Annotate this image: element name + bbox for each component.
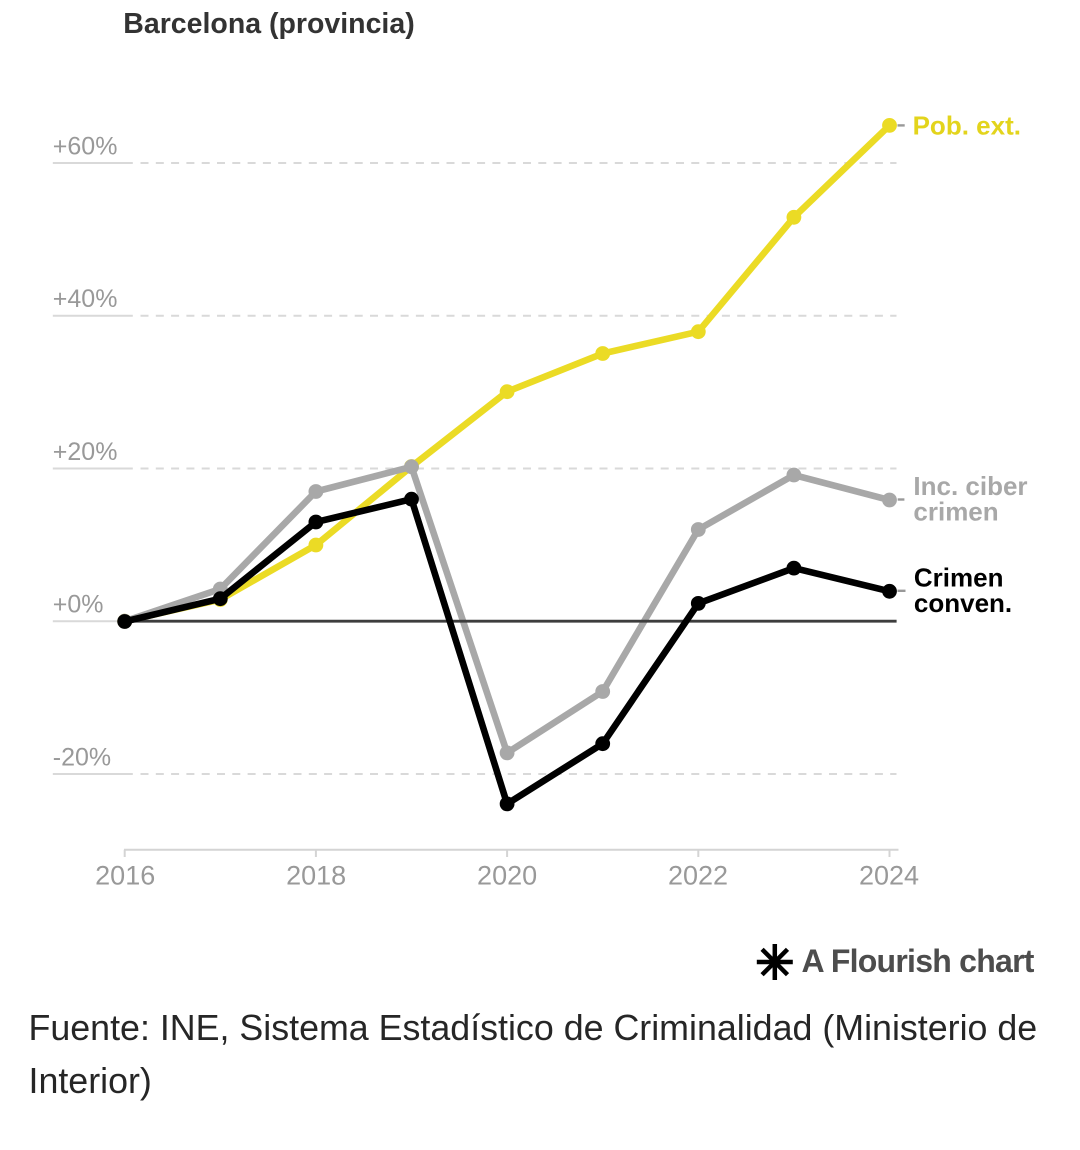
svg-text:Interior): Interior)	[29, 1061, 152, 1101]
svg-text:+0%: +0%	[53, 591, 104, 619]
svg-text:Fuente: INE, Sistema Estadísti: Fuente: INE, Sistema Estadístico de Crim…	[29, 1008, 1038, 1048]
svg-text:conven.: conven.	[914, 588, 1012, 618]
svg-text:crimen: crimen	[913, 497, 998, 527]
svg-text:2022: 2022	[668, 861, 728, 891]
svg-text:+40%: +40%	[53, 285, 118, 313]
svg-text:Crimen: Crimen	[914, 563, 1004, 593]
svg-text:2016: 2016	[95, 861, 155, 891]
svg-text:2018: 2018	[286, 861, 346, 891]
svg-text:-20%: -20%	[53, 744, 111, 772]
svg-text:Barcelona (provincia): Barcelona (provincia)	[123, 8, 414, 40]
svg-text:2020: 2020	[477, 861, 537, 891]
svg-text:A Flourish chart: A Flourish chart	[802, 943, 1035, 979]
svg-text:Pob. ext.: Pob. ext.	[913, 110, 1021, 140]
svg-text:+60%: +60%	[53, 133, 118, 161]
svg-text:Inc. ciber: Inc. ciber	[913, 471, 1027, 501]
svg-text:2024: 2024	[859, 861, 919, 891]
svg-text:+20%: +20%	[53, 438, 118, 466]
